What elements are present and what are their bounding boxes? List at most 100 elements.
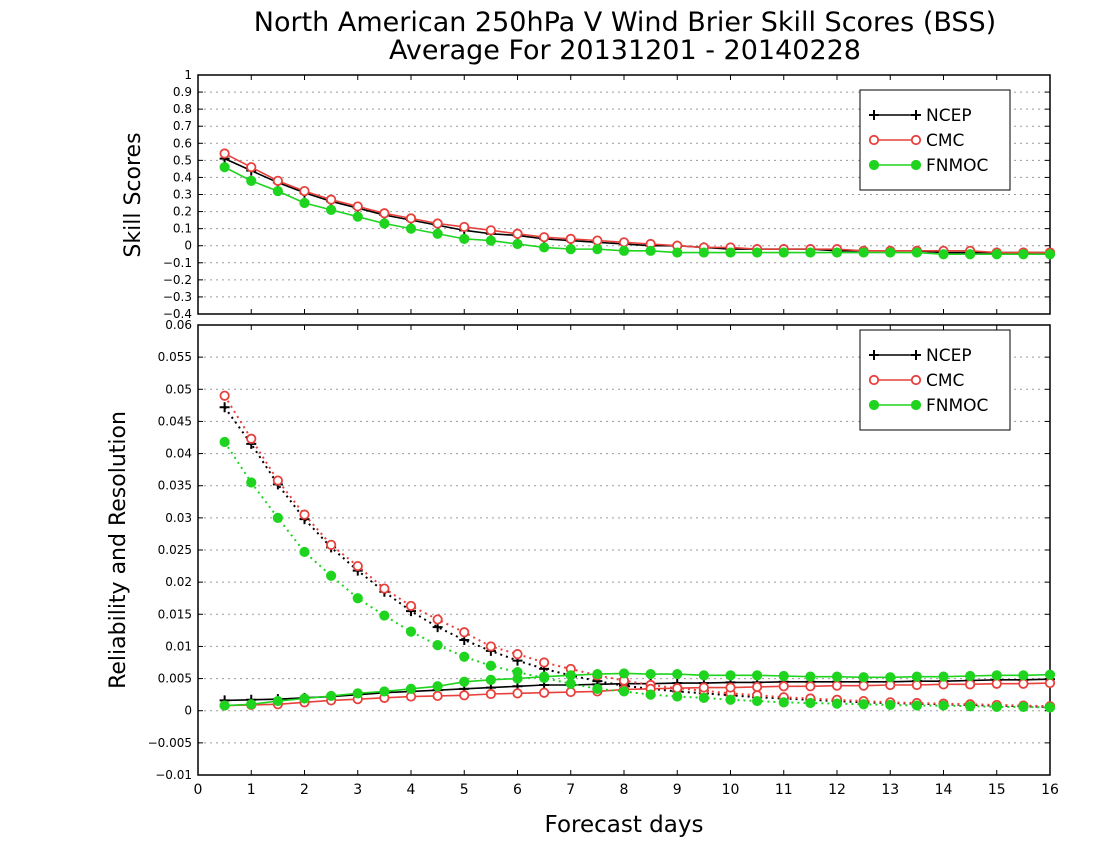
- y-tick-label: −0.1: [163, 256, 192, 270]
- data-point-cmc: [352, 560, 363, 572]
- data-point-fnmoc: [1018, 701, 1029, 712]
- data-point-fnmoc: [991, 701, 1002, 712]
- data-point-cmc: [485, 688, 496, 700]
- data-point-fnmoc: [565, 678, 576, 689]
- data-point-cmc: [432, 218, 443, 229]
- data-point-cmc: [299, 185, 310, 197]
- y-tick-label: 0.05: [165, 382, 192, 396]
- data-point-cmc: [485, 225, 496, 236]
- data-point-fnmoc: [512, 673, 523, 684]
- data-point-cmc: [512, 688, 523, 699]
- data-point-cmc: [432, 690, 443, 702]
- data-point-cmc: [352, 201, 363, 212]
- data-point-fnmoc: [379, 610, 390, 621]
- y-tick-label: 0.035: [158, 479, 192, 493]
- data-point-fnmoc: [938, 671, 949, 682]
- series-line-fnmoc-dotted: [223, 441, 1051, 709]
- y-tick-label: 0.06: [165, 318, 192, 332]
- data-point-fnmoc: [938, 700, 949, 711]
- data-point-cmc: [485, 641, 496, 652]
- data-point-cmc: [805, 681, 816, 692]
- data-point-fnmoc: [246, 175, 257, 186]
- y-tick-label: 0.03: [165, 511, 192, 525]
- data-point-cmc: [272, 475, 283, 486]
- data-point-fnmoc: [965, 670, 976, 682]
- legend-marker: [910, 134, 922, 146]
- y-tick-label: −0.005: [148, 736, 192, 750]
- y-tick-label: 0.04: [165, 447, 192, 461]
- data-point-fnmoc: [645, 668, 656, 680]
- legend-marker: [911, 350, 921, 360]
- data-point-cmc: [672, 683, 683, 694]
- data-point-cmc: [858, 680, 869, 691]
- y-tick-label: 0.015: [158, 607, 192, 621]
- data-point-fnmoc: [1044, 702, 1056, 713]
- data-point-fnmoc: [965, 249, 976, 260]
- data-point-fnmoc: [485, 674, 496, 685]
- data-point-cmc: [405, 213, 417, 224]
- data-point-fnmoc: [831, 247, 843, 258]
- y-tick-label: 0.5: [173, 153, 192, 167]
- data-point-fnmoc: [698, 247, 709, 258]
- data-point-cmc: [539, 232, 550, 243]
- x-tick-label: 13: [881, 782, 899, 798]
- y-tick-label: −0.01: [155, 768, 192, 782]
- data-point-cmc: [1018, 678, 1029, 689]
- legend-label: CMC: [926, 131, 964, 151]
- data-point-fnmoc: [911, 671, 922, 682]
- legend-marker: [911, 110, 921, 120]
- data-point-fnmoc: [752, 247, 763, 258]
- data-point-fnmoc: [352, 593, 363, 604]
- y-tick-label: −0.2: [163, 273, 192, 287]
- y-tick-label: 0.2: [173, 205, 192, 219]
- data-point-fnmoc: [885, 699, 896, 711]
- data-point-fnmoc: [752, 670, 763, 681]
- data-point-fnmoc: [858, 247, 869, 258]
- reliability-resolution-panel: −0.01 −0.005 0 0.005 0.01 0.015 0.02 0.025 0.03 0…: [148, 318, 1059, 798]
- data-point-fnmoc: [911, 700, 922, 711]
- data-point-fnmoc: [778, 247, 789, 258]
- x-axis-label: Forecast days: [545, 812, 704, 838]
- y-tick-label: 0.01: [165, 639, 192, 653]
- data-point-fnmoc: [725, 694, 736, 705]
- data-point-fnmoc: [592, 244, 603, 255]
- legend-marker: [868, 134, 880, 146]
- y-tick-label: 0: [184, 704, 192, 718]
- data-point-fnmoc: [698, 692, 709, 703]
- data-point-fnmoc: [618, 686, 630, 697]
- x-tick-label: 9: [673, 782, 682, 798]
- legend-marker: [910, 374, 922, 386]
- data-point-fnmoc: [645, 245, 656, 256]
- data-point-fnmoc: [512, 238, 523, 250]
- data-point-fnmoc: [991, 249, 1002, 260]
- data-point-fnmoc: [965, 701, 976, 712]
- x-tick-label: 3: [353, 782, 362, 798]
- data-point-cmc: [246, 162, 257, 173]
- data-point-fnmoc: [459, 233, 470, 244]
- y-axis-label-skill-scores: Skill Scores: [121, 132, 146, 257]
- x-tick-label: 12: [828, 782, 846, 798]
- data-point-fnmoc: [885, 247, 896, 258]
- data-point-fnmoc: [752, 695, 763, 707]
- data-point-fnmoc: [698, 670, 709, 681]
- series-line-ncep-dotted: [223, 406, 1051, 708]
- data-point-fnmoc: [299, 693, 310, 704]
- data-point-cmc: [1044, 677, 1056, 689]
- data-point-fnmoc: [1018, 670, 1029, 681]
- legend-label: NCEP: [926, 346, 972, 366]
- x-tick-label: 2: [300, 782, 309, 798]
- x-tick-label: 8: [620, 782, 629, 798]
- data-point-fnmoc: [991, 670, 1002, 681]
- data-point-cmc: [725, 682, 736, 693]
- data-point-cmc: [405, 600, 417, 612]
- data-point-fnmoc: [1044, 669, 1056, 680]
- y-tick-label: 0.1: [173, 222, 192, 236]
- legend-marker: [868, 399, 880, 411]
- data-point-cmc: [965, 679, 976, 690]
- x-tick-label: 7: [566, 782, 575, 798]
- data-point-fnmoc: [539, 242, 550, 253]
- data-point-fnmoc: [326, 570, 337, 581]
- x-tick-label: 0: [194, 782, 203, 798]
- data-point-fnmoc: [219, 436, 230, 448]
